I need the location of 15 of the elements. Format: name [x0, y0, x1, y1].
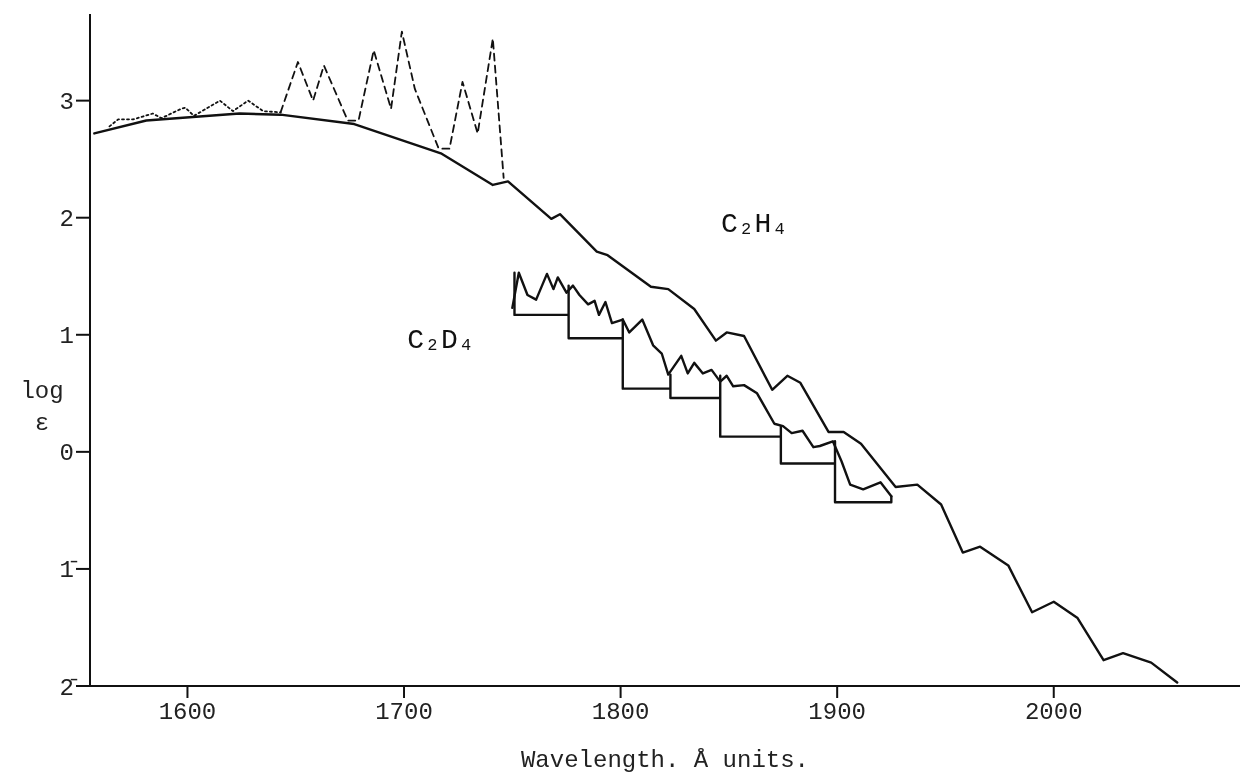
y-tick-label: 1	[59, 323, 74, 351]
x-tick-label: 1700	[375, 699, 433, 727]
x-axis-title: Wavelength. Å units.	[520, 747, 810, 774]
x-tick-label: 2000	[1024, 699, 1083, 727]
y-tick-label: 2	[59, 206, 74, 234]
text: C₂H₄	[720, 208, 789, 240]
y-tick-label: 0	[59, 440, 74, 468]
x-tick-label: 1800	[591, 699, 650, 727]
y-axis-title: log ε	[19, 377, 65, 439]
series-label: C₂D₄	[407, 324, 475, 356]
x-tick-label: 1900	[808, 699, 866, 727]
x-tick-label: 1600	[158, 699, 217, 727]
y-tick-label: 1̄	[59, 557, 78, 585]
y-tick-label: 3	[59, 89, 74, 117]
y-tick-label: 2̄	[59, 674, 78, 702]
